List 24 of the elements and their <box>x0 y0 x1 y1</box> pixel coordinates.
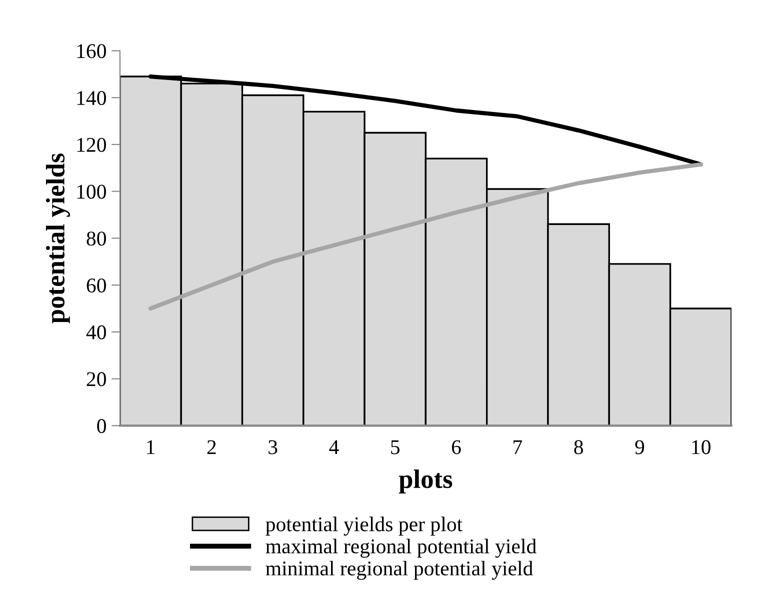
legend-label: potential yields per plot <box>266 516 463 536</box>
x-tick-label: 8 <box>574 440 583 454</box>
x-tick-label: 5 <box>391 440 400 454</box>
y-tick-label: 160 <box>77 44 106 58</box>
y-axis-title: potential yields <box>46 153 70 324</box>
x-tick-label: 2 <box>207 440 216 454</box>
y-tick-label: 0 <box>97 419 106 434</box>
y-tick-label: 60 <box>86 278 106 292</box>
x-tick-label: 1 <box>147 440 154 454</box>
x-tick-label: 6 <box>452 440 461 454</box>
y-tick-label: 40 <box>86 325 106 340</box>
y-tick-label: 120 <box>77 138 106 152</box>
x-tick-label: 4 <box>329 440 339 454</box>
x-tick-label: 10 <box>692 440 710 454</box>
x-tick-label: 3 <box>268 440 278 454</box>
legend-label: minimal regional potential yield <box>266 560 533 580</box>
y-tick-label: 140 <box>77 90 106 106</box>
y-tick-label: 100 <box>77 184 106 199</box>
x-axis-title: plots <box>398 470 452 494</box>
legend-label: maximal regional potential yield <box>266 538 536 558</box>
x-tick-label: 7 <box>514 440 522 454</box>
x-tick-label: 9 <box>635 440 644 454</box>
y-tick-label: 20 <box>86 372 106 386</box>
y-tick-label: 80 <box>86 232 106 246</box>
